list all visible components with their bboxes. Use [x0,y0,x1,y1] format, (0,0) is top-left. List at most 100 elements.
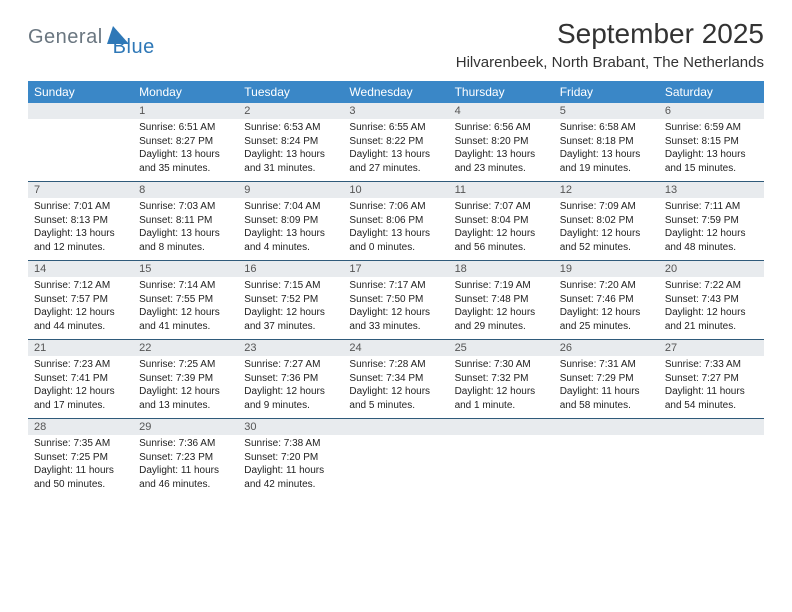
day-number [343,419,448,435]
calendar-cell: 3Sunrise: 6:55 AMSunset: 8:22 PMDaylight… [343,103,448,181]
calendar-cell [659,419,764,497]
day-number: 12 [554,182,659,198]
sunset-text: Sunset: 8:15 PM [665,135,758,149]
sunrise-text: Sunrise: 7:01 AM [34,200,127,214]
calendar-cell: 9Sunrise: 7:04 AMSunset: 8:09 PMDaylight… [238,182,343,260]
sunset-text: Sunset: 7:52 PM [244,293,337,307]
sunrise-text: Sunrise: 7:15 AM [244,279,337,293]
sunset-text: Sunset: 8:18 PM [560,135,653,149]
cell-body: Sunrise: 7:33 AMSunset: 7:27 PMDaylight:… [659,356,764,416]
day-number: 22 [133,340,238,356]
cell-body: Sunrise: 7:19 AMSunset: 7:48 PMDaylight:… [449,277,554,337]
calendar-cell: 21Sunrise: 7:23 AMSunset: 7:41 PMDayligh… [28,340,133,418]
sunset-text: Sunset: 7:39 PM [139,372,232,386]
day-number: 4 [449,103,554,119]
sunrise-text: Sunrise: 7:19 AM [455,279,548,293]
day-number: 27 [659,340,764,356]
day-number: 16 [238,261,343,277]
daylight-text: Daylight: 12 hours and 33 minutes. [349,306,442,333]
sunrise-text: Sunrise: 7:28 AM [349,358,442,372]
day-number: 17 [343,261,448,277]
daylight-text: Daylight: 13 hours and 27 minutes. [349,148,442,175]
day-number: 10 [343,182,448,198]
logo: General Blue [28,18,173,49]
daylight-text: Daylight: 11 hours and 46 minutes. [139,464,232,491]
day-header-mon: Monday [133,81,238,103]
day-number: 2 [238,103,343,119]
day-number: 3 [343,103,448,119]
logo-text-general: General [28,26,103,49]
day-number: 13 [659,182,764,198]
sunset-text: Sunset: 7:50 PM [349,293,442,307]
sunset-text: Sunset: 8:20 PM [455,135,548,149]
daylight-text: Daylight: 12 hours and 44 minutes. [34,306,127,333]
calendar-cell [28,103,133,181]
daylight-text: Daylight: 13 hours and 12 minutes. [34,227,127,254]
sunrise-text: Sunrise: 7:03 AM [139,200,232,214]
cell-body: Sunrise: 6:59 AMSunset: 8:15 PMDaylight:… [659,119,764,179]
cell-body: Sunrise: 7:20 AMSunset: 7:46 PMDaylight:… [554,277,659,337]
calendar-cell: 15Sunrise: 7:14 AMSunset: 7:55 PMDayligh… [133,261,238,339]
sunrise-text: Sunrise: 6:58 AM [560,121,653,135]
calendar-cell: 19Sunrise: 7:20 AMSunset: 7:46 PMDayligh… [554,261,659,339]
cell-body: Sunrise: 7:11 AMSunset: 7:59 PMDaylight:… [659,198,764,258]
daylight-text: Daylight: 13 hours and 35 minutes. [139,148,232,175]
sunrise-text: Sunrise: 7:12 AM [34,279,127,293]
sunrise-text: Sunrise: 6:51 AM [139,121,232,135]
day-header-tue: Tuesday [238,81,343,103]
daylight-text: Daylight: 12 hours and 5 minutes. [349,385,442,412]
day-header-thu: Thursday [449,81,554,103]
cell-body: Sunrise: 6:56 AMSunset: 8:20 PMDaylight:… [449,119,554,179]
cell-body: Sunrise: 7:25 AMSunset: 7:39 PMDaylight:… [133,356,238,416]
sunrise-text: Sunrise: 7:11 AM [665,200,758,214]
sunset-text: Sunset: 7:48 PM [455,293,548,307]
sunrise-text: Sunrise: 7:22 AM [665,279,758,293]
cell-body: Sunrise: 7:22 AMSunset: 7:43 PMDaylight:… [659,277,764,337]
sunset-text: Sunset: 7:20 PM [244,451,337,465]
sunset-text: Sunset: 7:29 PM [560,372,653,386]
calendar-cell: 27Sunrise: 7:33 AMSunset: 7:27 PMDayligh… [659,340,764,418]
sunset-text: Sunset: 8:09 PM [244,214,337,228]
calendar-cell: 7Sunrise: 7:01 AMSunset: 8:13 PMDaylight… [28,182,133,260]
cell-body: Sunrise: 7:17 AMSunset: 7:50 PMDaylight:… [343,277,448,337]
weeks-container: 1Sunrise: 6:51 AMSunset: 8:27 PMDaylight… [28,103,764,497]
day-header-row: Sunday Monday Tuesday Wednesday Thursday… [28,81,764,103]
calendar-cell: 18Sunrise: 7:19 AMSunset: 7:48 PMDayligh… [449,261,554,339]
sunset-text: Sunset: 7:43 PM [665,293,758,307]
week-row: 1Sunrise: 6:51 AMSunset: 8:27 PMDaylight… [28,103,764,182]
calendar-cell: 16Sunrise: 7:15 AMSunset: 7:52 PMDayligh… [238,261,343,339]
day-number [449,419,554,435]
daylight-text: Daylight: 13 hours and 31 minutes. [244,148,337,175]
cell-body: Sunrise: 7:27 AMSunset: 7:36 PMDaylight:… [238,356,343,416]
calendar-cell: 23Sunrise: 7:27 AMSunset: 7:36 PMDayligh… [238,340,343,418]
cell-body: Sunrise: 7:28 AMSunset: 7:34 PMDaylight:… [343,356,448,416]
cell-body: Sunrise: 6:51 AMSunset: 8:27 PMDaylight:… [133,119,238,179]
day-header-wed: Wednesday [343,81,448,103]
daylight-text: Daylight: 12 hours and 9 minutes. [244,385,337,412]
sunset-text: Sunset: 8:22 PM [349,135,442,149]
sunrise-text: Sunrise: 6:56 AM [455,121,548,135]
sunset-text: Sunset: 7:46 PM [560,293,653,307]
cell-body: Sunrise: 7:38 AMSunset: 7:20 PMDaylight:… [238,435,343,495]
sunrise-text: Sunrise: 7:23 AM [34,358,127,372]
sunrise-text: Sunrise: 7:36 AM [139,437,232,451]
day-number: 5 [554,103,659,119]
sunset-text: Sunset: 7:41 PM [34,372,127,386]
header: General Blue September 2025 Hilvarenbeek… [28,18,764,71]
day-number [659,419,764,435]
day-number [28,103,133,119]
calendar-cell: 20Sunrise: 7:22 AMSunset: 7:43 PMDayligh… [659,261,764,339]
sunset-text: Sunset: 8:11 PM [139,214,232,228]
daylight-text: Daylight: 11 hours and 42 minutes. [244,464,337,491]
sunrise-text: Sunrise: 7:20 AM [560,279,653,293]
calendar-cell: 4Sunrise: 6:56 AMSunset: 8:20 PMDaylight… [449,103,554,181]
calendar-cell: 17Sunrise: 7:17 AMSunset: 7:50 PMDayligh… [343,261,448,339]
location-text: Hilvarenbeek, North Brabant, The Netherl… [456,54,764,71]
calendar-cell: 8Sunrise: 7:03 AMSunset: 8:11 PMDaylight… [133,182,238,260]
sunset-text: Sunset: 7:25 PM [34,451,127,465]
calendar: Sunday Monday Tuesday Wednesday Thursday… [28,81,764,497]
day-header-sun: Sunday [28,81,133,103]
calendar-cell: 13Sunrise: 7:11 AMSunset: 7:59 PMDayligh… [659,182,764,260]
sunrise-text: Sunrise: 7:25 AM [139,358,232,372]
sunset-text: Sunset: 7:57 PM [34,293,127,307]
